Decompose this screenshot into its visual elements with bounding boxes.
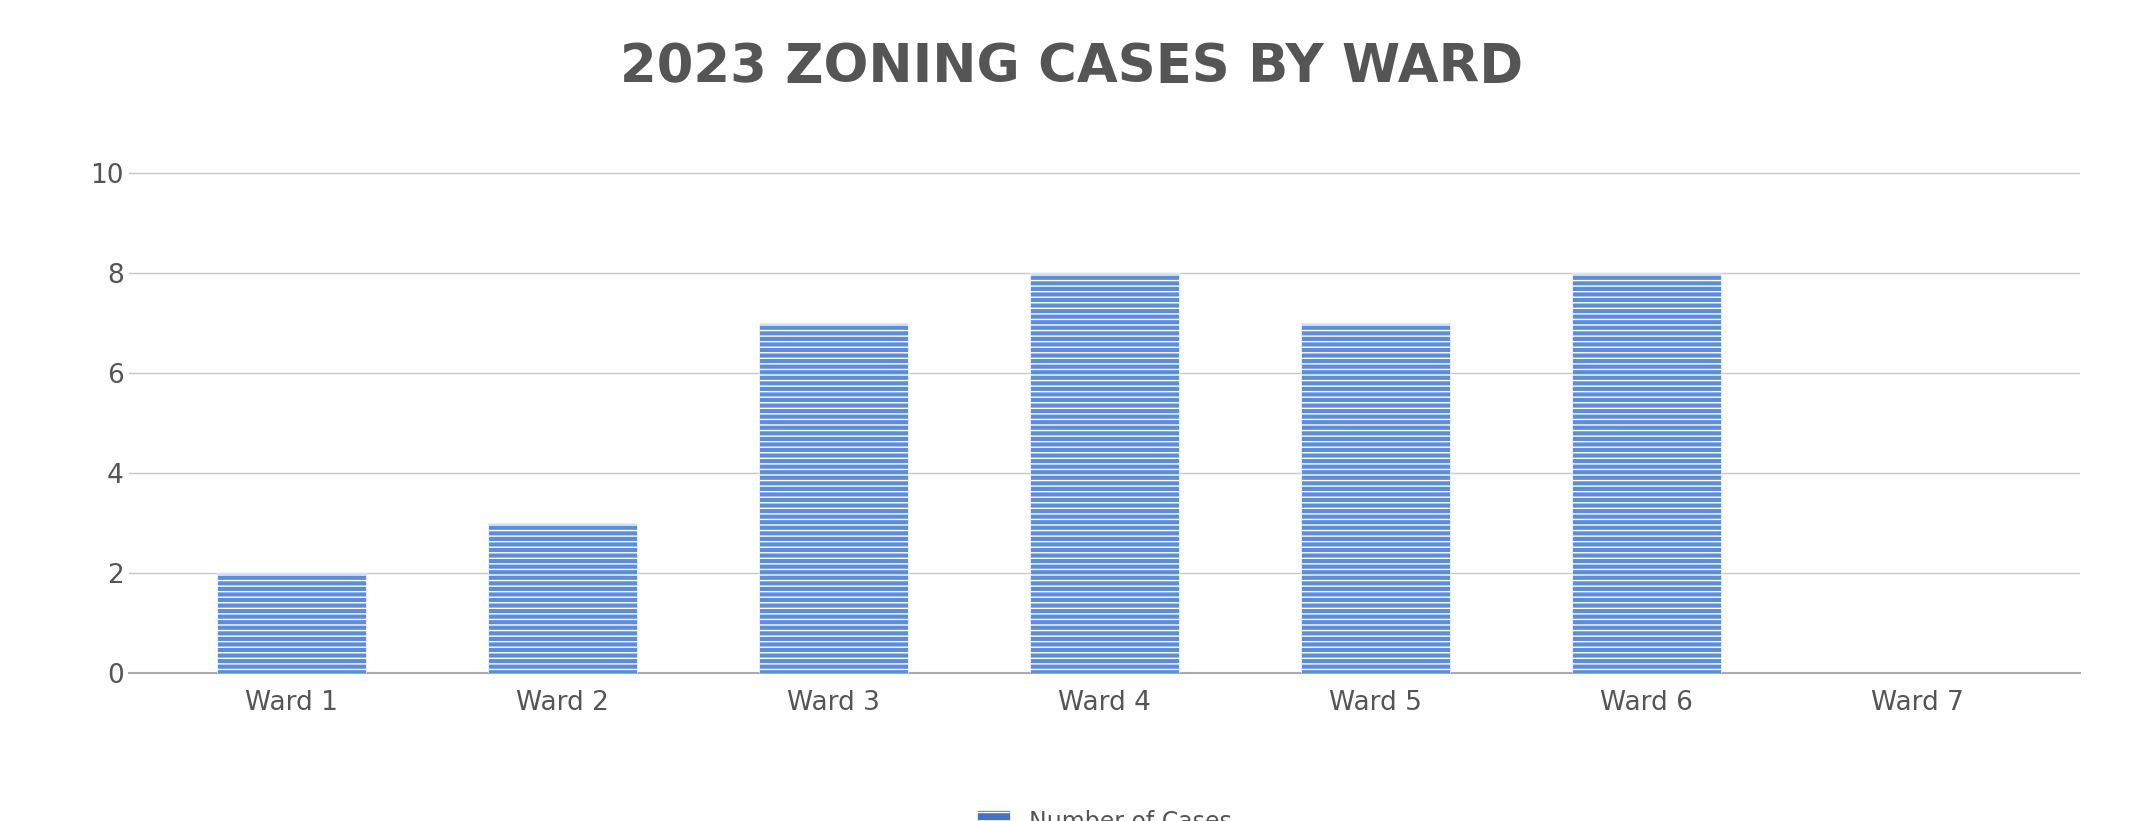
- Bar: [1029, 273, 1179, 673]
- Bar: [487, 523, 637, 673]
- Bar: [1301, 323, 1449, 673]
- Text: 2023 ZONING CASES BY WARD: 2023 ZONING CASES BY WARD: [620, 41, 1524, 93]
- Bar: [759, 323, 907, 673]
- Bar: [217, 573, 367, 673]
- Legend: Number of Cases: Number of Cases: [967, 800, 1241, 821]
- Bar: [1572, 273, 1722, 673]
